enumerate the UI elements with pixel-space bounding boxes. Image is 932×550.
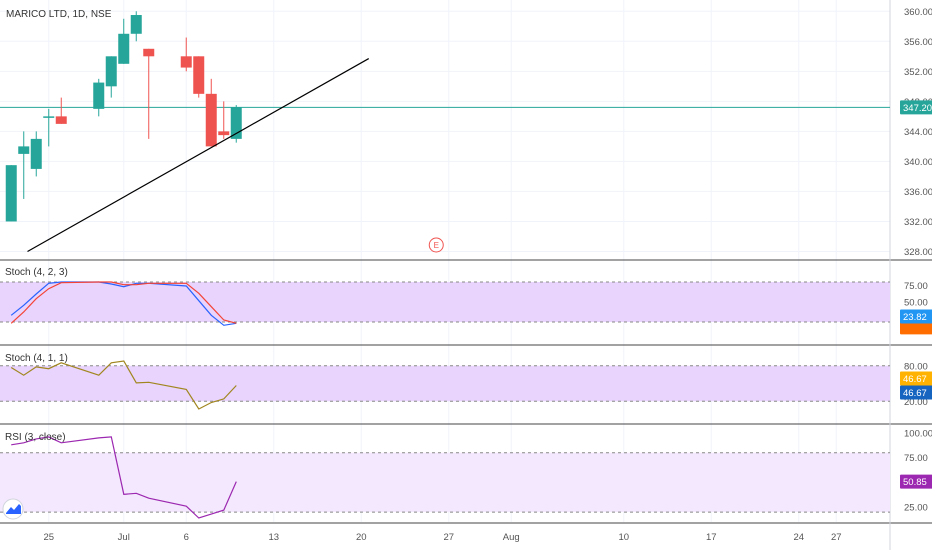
- candle-body[interactable]: [205, 93, 217, 147]
- indicator-axis-tick-label: 20.00: [904, 397, 928, 408]
- time-axis-tick-label: Aug: [503, 532, 520, 543]
- stoch-1-title: Stoch (4, 2, 3): [5, 267, 68, 278]
- trendline[interactable]: [27, 58, 370, 253]
- stoch-2-d-tag: [900, 385, 932, 400]
- candle-body[interactable]: [55, 116, 67, 124]
- time-axis-tick-label: Jul: [118, 532, 130, 543]
- price-chart-title: MARICO LTD, 1D, NSE: [6, 9, 112, 20]
- indicator-axis-tick-label: 100.00: [904, 428, 932, 439]
- price-axis-tick-label: 336.00: [904, 187, 932, 198]
- indicator-line: [10, 360, 237, 410]
- candle-body[interactable]: [193, 56, 205, 94]
- indicator-band: [0, 365, 890, 402]
- stoch-1-k-tag: [900, 309, 932, 324]
- time-axis-tick-label: 17: [706, 532, 717, 543]
- candle-body[interactable]: [180, 56, 192, 68]
- price-axis-tick-label: 360.00: [904, 7, 932, 18]
- price-axis-tick-label: 332.00: [904, 217, 932, 228]
- tradingview-logo[interactable]: [2, 498, 24, 520]
- indicator-axis-tick-label: 75.00: [904, 281, 928, 292]
- rsi-tag-text: 50.85: [903, 477, 927, 488]
- indicator-band: [0, 282, 890, 322]
- candle-body[interactable]: [230, 107, 242, 139]
- last-price-tag: [900, 100, 932, 115]
- price-axis-tick-label: 344.00: [904, 127, 932, 138]
- indicator-line: [10, 281, 237, 326]
- candle-body[interactable]: [5, 165, 17, 222]
- candle-body[interactable]: [43, 116, 55, 118]
- candle-body[interactable]: [218, 131, 230, 136]
- stoch-1-d-tag: [900, 320, 932, 335]
- indicator-band: [0, 452, 890, 513]
- price-axis-tick-label: 356.00: [904, 37, 932, 48]
- indicator-line: [10, 281, 237, 324]
- stoch-2-title: Stoch (4, 1, 1): [5, 353, 68, 364]
- price-axis-tick-label: 328.00: [904, 247, 932, 258]
- time-axis-tick-label: 10: [618, 532, 629, 543]
- rsi-title: RSI (3, close): [5, 432, 66, 443]
- indicator-axis-tick-label: 75.00: [904, 453, 928, 464]
- indicator-line: [11, 436, 237, 519]
- time-axis-tick-label: 24: [793, 532, 804, 543]
- stoch-1-k-tag-text: 23.82: [903, 312, 927, 323]
- candle-body[interactable]: [18, 146, 30, 154]
- indicator-axis-tick-label: 80.00: [904, 361, 928, 372]
- time-axis-tick-label: 20: [356, 532, 367, 543]
- earnings-marker-label: E: [434, 241, 439, 250]
- time-axis-tick-label: 25: [43, 532, 54, 543]
- rsi-tag: [900, 474, 932, 489]
- candle-body[interactable]: [105, 56, 117, 87]
- stoch-2-d-tag-text: 46.67: [903, 388, 927, 399]
- stoch-2-k-tag-text: 46.67: [903, 374, 927, 385]
- price-axis-tick-label: 352.00: [904, 67, 932, 78]
- last-price-tag-text: 347.20: [903, 103, 932, 114]
- time-axis-tick-label: 27: [443, 532, 454, 543]
- stoch-2-k-tag: [900, 371, 932, 386]
- indicator-axis-tick-label: 25.00: [904, 503, 928, 514]
- candle-body[interactable]: [130, 15, 142, 34]
- time-axis-tick-label: 6: [184, 532, 189, 543]
- time-axis-tick-label: 13: [268, 532, 279, 543]
- indicator-axis-tick-label: 50.00: [904, 298, 928, 309]
- price-axis-tick-label: 340.00: [904, 157, 932, 168]
- candle-body[interactable]: [93, 82, 105, 109]
- candle-body[interactable]: [143, 48, 155, 57]
- time-axis-tick-label: 27: [831, 532, 842, 543]
- candle-body[interactable]: [118, 33, 130, 64]
- candle-body[interactable]: [30, 138, 42, 169]
- earnings-marker[interactable]: [428, 237, 444, 253]
